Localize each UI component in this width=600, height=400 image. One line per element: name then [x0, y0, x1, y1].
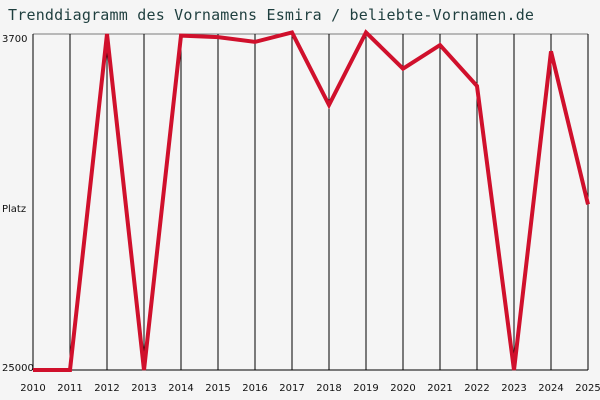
x-tick-label: 2010: [20, 383, 45, 394]
x-tick-label: 2011: [57, 383, 82, 394]
x-tick-label: 2017: [279, 383, 304, 394]
x-tick-label: 2012: [94, 383, 119, 394]
x-tick-label: 2018: [316, 383, 341, 394]
chart-title: Trenddiagramm des Vornamens Esmira / bel…: [8, 6, 535, 24]
x-tick-label: 2024: [538, 383, 563, 394]
label-layer: 2010 2011 2012 2013 2014 2015 2016 2017 2018 2019…: [2, 34, 600, 394]
grid-layer: [32, 34, 589, 370]
y-axis-label: Platz: [2, 204, 26, 215]
x-tick-label: 2015: [205, 383, 230, 394]
axis-layer: [32, 33, 588, 371]
y-tick-label: 25000: [2, 363, 34, 374]
x-tick-label: 2013: [131, 383, 156, 394]
x-tick-label: 2023: [501, 383, 526, 394]
x-tick-label: 2020: [390, 383, 415, 394]
x-tick-label: 2019: [353, 383, 378, 394]
x-tick-label: 2014: [168, 383, 193, 394]
x-tick-label: 2016: [242, 383, 267, 394]
series-layer: [32, 29, 590, 372]
series-line: [33, 29, 590, 372]
x-tick-label: 2021: [427, 383, 452, 394]
x-tick-label: 2022: [464, 383, 489, 394]
y-tick-label: 3700: [2, 34, 27, 45]
x-tick-label: 2025: [575, 383, 600, 394]
